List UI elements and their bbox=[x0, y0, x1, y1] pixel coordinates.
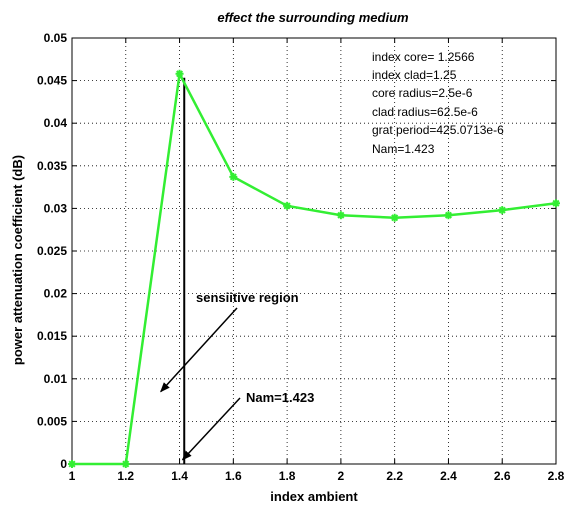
data-point bbox=[336, 211, 345, 220]
y-tick-label: 0.005 bbox=[37, 414, 67, 428]
data-point bbox=[175, 69, 184, 78]
y-tick-label: 0.01 bbox=[44, 372, 68, 386]
data-point bbox=[121, 460, 130, 468]
data-point bbox=[68, 460, 76, 468]
x-tick-label: 1.2 bbox=[117, 469, 134, 483]
x-tick-label: 2.8 bbox=[548, 469, 565, 483]
y-tick-label: 0 bbox=[60, 457, 67, 471]
info-line-grat-period: grat period=425.0713e-6 bbox=[372, 123, 504, 137]
y-tick-label: 0.045 bbox=[37, 74, 67, 88]
x-tick-label: 2.2 bbox=[386, 469, 403, 483]
y-axis-label: power attenuation coefficient (dB) bbox=[10, 155, 25, 365]
series-points bbox=[68, 69, 560, 468]
info-line-index-core: index core= 1.2566 bbox=[372, 50, 475, 64]
x-tick-label: 1.6 bbox=[225, 469, 242, 483]
annotation-sensitive-region: sensiitive region bbox=[196, 290, 299, 305]
y-tick-label: 0.05 bbox=[44, 31, 68, 45]
info-line-core-radius: core radius=2.5e-6 bbox=[372, 86, 473, 100]
x-tick-label: 2 bbox=[338, 469, 345, 483]
info-box: index core= 1.2566 index clad=1.25 core … bbox=[372, 50, 504, 156]
info-line-index-clad: index clad=1.25 bbox=[372, 68, 457, 82]
x-tick-label: 2.6 bbox=[494, 469, 511, 483]
x-tick-label: 1.8 bbox=[279, 469, 296, 483]
y-tick-label: 0.04 bbox=[44, 116, 68, 130]
info-line-nam: Nam=1.423 bbox=[372, 142, 435, 156]
y-tick-label: 0.025 bbox=[37, 244, 67, 258]
x-tick-label: 2.4 bbox=[440, 469, 457, 483]
info-line-clad-radius: clad radius=62.5e-6 bbox=[372, 105, 478, 119]
y-tick-label: 0.02 bbox=[44, 287, 68, 301]
series-line bbox=[72, 69, 557, 466]
data-point bbox=[552, 199, 560, 208]
data-point bbox=[390, 213, 399, 222]
chart-title: effect the surrounding medium bbox=[217, 10, 409, 25]
x-tick-label: 1 bbox=[69, 469, 76, 483]
y-axis-ticks: 0 0.005 0.01 0.015 0.02 0.025 0.03 0.035 0.04 0.0… bbox=[37, 31, 556, 471]
data-point bbox=[229, 172, 238, 181]
plot-frame bbox=[71, 37, 557, 465]
x-axis-label: index ambient bbox=[270, 489, 358, 504]
x-tick-label: 1.4 bbox=[171, 469, 188, 483]
data-point bbox=[444, 211, 453, 220]
data-point bbox=[498, 206, 507, 215]
annotation-arrow-sensitive-region bbox=[160, 307, 238, 393]
annotation-nam: Nam=1.423 bbox=[246, 390, 314, 405]
annotation-arrow-nam bbox=[181, 397, 241, 461]
y-tick-label: 0.03 bbox=[44, 201, 68, 215]
data-point bbox=[283, 201, 292, 210]
y-tick-label: 0.035 bbox=[37, 159, 67, 173]
y-tick-label: 0.015 bbox=[37, 329, 67, 343]
